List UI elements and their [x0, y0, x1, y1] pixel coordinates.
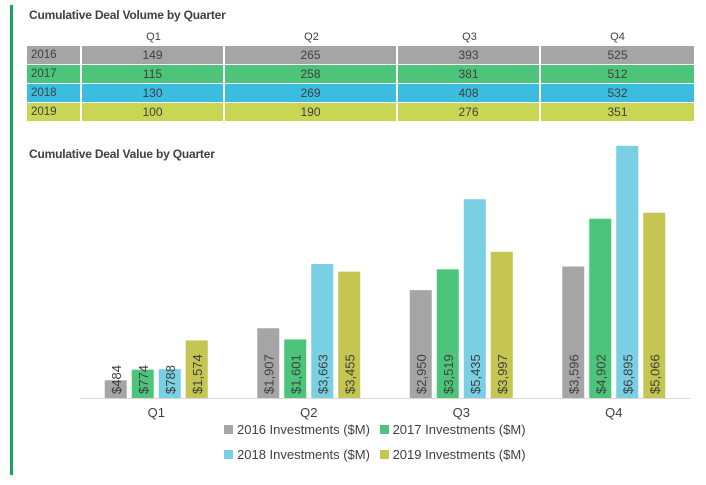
- legend-label: 2016 Investments ($M): [237, 422, 370, 437]
- data-label: $3,663: [315, 354, 330, 394]
- legend-swatch-2016: [224, 425, 233, 434]
- table-row-2019: 2019 100 190 276 351: [27, 103, 694, 121]
- data-label: $774: [136, 365, 151, 394]
- data-label: $5,066: [647, 354, 662, 394]
- bar-2017-q3: [436, 269, 459, 398]
- accent-bar: [10, 5, 13, 475]
- data-label: $484: [109, 365, 124, 394]
- value-cell: 532: [541, 84, 694, 102]
- table-header-row: Q1 Q2 Q3 Q4: [27, 28, 694, 45]
- value-cell: 149: [82, 46, 225, 64]
- bar-2018-q4: [616, 145, 639, 398]
- data-label: $3,455: [342, 354, 357, 394]
- legend-swatch-2017: [379, 425, 389, 434]
- data-label: $6,895: [620, 354, 635, 394]
- value-cell: 258: [225, 65, 398, 83]
- bar-2017-q1: [131, 369, 154, 398]
- table-row-2016: 2016 149 265 393 525: [27, 46, 694, 64]
- data-label: $1,907: [261, 354, 276, 394]
- value-cell: 190: [225, 103, 398, 121]
- year-cell: 2018: [27, 84, 82, 102]
- value-cell: 269: [225, 84, 398, 102]
- value-cell: 393: [398, 46, 541, 64]
- legend-swatch-2018: [224, 450, 233, 459]
- data-label: $1,601: [288, 354, 303, 394]
- legend-label: 2019 Investments ($M): [392, 447, 526, 462]
- value-cell: 115: [82, 65, 225, 83]
- bar-2016-q4: [562, 266, 585, 398]
- bar-2018-q1: [158, 369, 181, 398]
- legend-row-1: 2016 Investments ($M) 2017 Investments (…: [224, 422, 532, 437]
- data-label: $3,596: [566, 354, 581, 394]
- year-cell: 2017: [27, 65, 82, 83]
- table-row-2018: 2018 130 269 408 532: [27, 84, 694, 102]
- value-chart-title: Cumulative Deal Value by Quarter: [29, 147, 215, 161]
- data-label: $2,950: [414, 354, 429, 394]
- header-cell-q3: Q3: [462, 30, 477, 43]
- bar-2016-q2: [257, 328, 280, 398]
- header-cell-q2: Q2: [304, 30, 319, 43]
- x-tick-label: Q2: [300, 405, 317, 420]
- legend-row-2: 2018 Investments ($M) 2019 Investments (…: [224, 447, 532, 462]
- x-tick-label: Q4: [605, 405, 622, 420]
- bar-2018-q3: [463, 199, 486, 398]
- legend-label: 2017 Investments ($M): [392, 422, 526, 437]
- bar-2018-q2: [311, 264, 334, 398]
- bar-2016-q3: [409, 290, 432, 398]
- value-cell: 276: [398, 103, 541, 121]
- header-cell-q4: Q4: [610, 30, 625, 43]
- legend-label: 2018 Investments ($M): [237, 447, 370, 462]
- header-cell-q1: Q1: [146, 30, 161, 43]
- data-label: $4,902: [593, 354, 608, 394]
- value-cell: 100: [82, 103, 225, 121]
- bar-2019-q4: [643, 212, 666, 398]
- bar-2019-q3: [490, 251, 513, 398]
- data-label: $3,997: [495, 354, 510, 394]
- data-label: $788: [163, 365, 178, 394]
- year-cell: 2016: [27, 46, 82, 64]
- data-label: $5,435: [468, 354, 483, 394]
- data-label: $1,574: [190, 354, 205, 394]
- value-cell: 512: [541, 65, 694, 83]
- bar-2017-q4: [589, 218, 612, 398]
- bar-2019-q1: [185, 340, 208, 398]
- value-cell: 381: [398, 65, 541, 83]
- x-tick-label: Q1: [148, 405, 165, 420]
- legend-item-2019: 2019 Investments ($M): [379, 447, 526, 462]
- deal-volume-table: Q1 Q2 Q3 Q4 2016 149 265 393 525 2017 11…: [27, 27, 694, 122]
- legend-item-2017: 2017 Investments ($M): [379, 422, 526, 437]
- table-row-2017: 2017 115 258 381 512: [27, 65, 694, 83]
- volume-table-title: Cumulative Deal Volume by Quarter: [29, 8, 226, 22]
- legend-item-2016: 2016 Investments ($M): [224, 422, 370, 437]
- x-tick-label: Q3: [453, 405, 470, 420]
- legend-swatch-2019: [379, 450, 389, 459]
- bar-2019-q2: [338, 271, 361, 398]
- value-cell: 265: [225, 46, 398, 64]
- value-cell: 130: [82, 84, 225, 102]
- bar-2017-q2: [284, 339, 307, 398]
- value-cell: 351: [541, 103, 694, 121]
- data-label: $3,519: [441, 354, 456, 394]
- value-cell: 525: [541, 46, 694, 64]
- value-cell: 408: [398, 84, 541, 102]
- bar-2016-q1: [104, 380, 127, 398]
- legend-item-2018: 2018 Investments ($M): [224, 447, 370, 462]
- year-cell: 2019: [27, 103, 82, 121]
